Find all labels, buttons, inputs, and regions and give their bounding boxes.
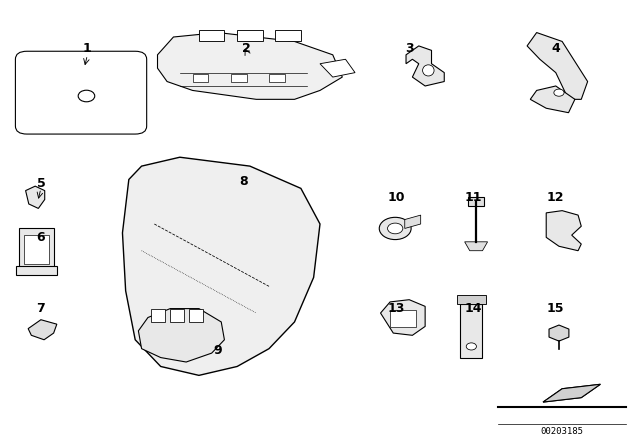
- Text: 9: 9: [214, 345, 222, 358]
- Text: 13: 13: [388, 302, 405, 315]
- Bar: [19, 228, 54, 268]
- Text: 11: 11: [464, 191, 482, 204]
- Polygon shape: [546, 211, 581, 251]
- Circle shape: [467, 343, 476, 350]
- Text: 00203185: 00203185: [541, 426, 584, 435]
- Circle shape: [554, 89, 564, 96]
- Polygon shape: [122, 157, 320, 375]
- Polygon shape: [320, 59, 355, 77]
- Polygon shape: [527, 33, 588, 99]
- Polygon shape: [549, 325, 569, 341]
- Bar: [16, 266, 58, 275]
- Text: 8: 8: [239, 175, 248, 188]
- Text: 10: 10: [388, 191, 405, 204]
- Circle shape: [388, 223, 403, 234]
- Polygon shape: [138, 309, 225, 362]
- Text: 15: 15: [547, 302, 564, 315]
- Bar: [199, 30, 225, 42]
- Bar: [390, 310, 415, 327]
- Circle shape: [78, 90, 95, 102]
- Bar: [24, 235, 49, 264]
- Polygon shape: [406, 46, 444, 86]
- Text: 7: 7: [36, 302, 45, 315]
- Text: 6: 6: [36, 231, 45, 244]
- Bar: [170, 309, 184, 322]
- Polygon shape: [28, 320, 57, 340]
- Polygon shape: [531, 86, 575, 113]
- Bar: [193, 73, 209, 82]
- Bar: [231, 73, 246, 82]
- Text: 14: 14: [464, 302, 482, 315]
- Text: 5: 5: [36, 177, 45, 190]
- Text: 12: 12: [547, 191, 564, 204]
- Bar: [189, 309, 204, 322]
- Bar: [151, 309, 165, 322]
- Polygon shape: [465, 242, 488, 251]
- Polygon shape: [457, 295, 486, 304]
- Bar: [275, 30, 301, 42]
- Polygon shape: [543, 384, 600, 402]
- Bar: [460, 304, 483, 358]
- Text: 2: 2: [243, 42, 251, 55]
- Polygon shape: [381, 300, 425, 335]
- Bar: [237, 30, 262, 42]
- Text: 1: 1: [83, 42, 92, 55]
- Circle shape: [380, 217, 411, 240]
- Polygon shape: [157, 33, 342, 99]
- Bar: [468, 197, 484, 206]
- Polygon shape: [543, 384, 600, 402]
- Bar: [269, 73, 285, 82]
- Text: 3: 3: [405, 42, 413, 55]
- FancyBboxPatch shape: [15, 51, 147, 134]
- Polygon shape: [404, 215, 420, 228]
- Polygon shape: [26, 186, 45, 208]
- Text: 4: 4: [552, 42, 560, 55]
- Ellipse shape: [422, 65, 434, 76]
